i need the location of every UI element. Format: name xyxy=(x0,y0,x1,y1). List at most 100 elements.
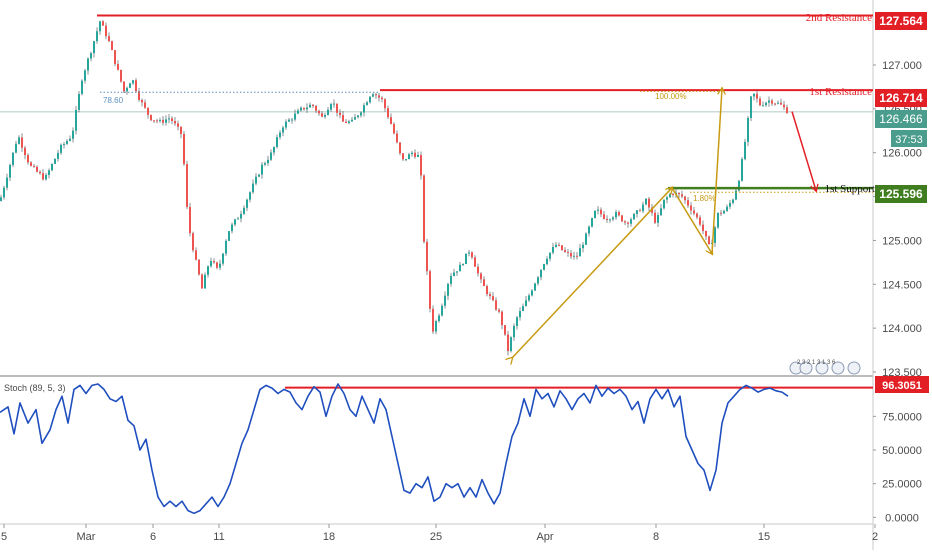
candle-down xyxy=(141,99,143,103)
first-support-price: 125.596 xyxy=(879,187,923,201)
candle-up xyxy=(657,215,659,223)
candle-down xyxy=(105,25,107,37)
candle-up xyxy=(633,213,635,220)
time-tick-label: 6 xyxy=(150,531,156,543)
candle-up xyxy=(441,305,443,316)
candle-down xyxy=(111,41,113,51)
candle-up xyxy=(726,206,728,211)
candle-up xyxy=(228,231,230,241)
candle-up xyxy=(204,274,206,289)
candle-up xyxy=(369,96,371,103)
candle-up xyxy=(744,141,746,160)
first-support-label: 1st Support xyxy=(825,183,875,195)
candle-down xyxy=(213,261,215,263)
events-strip[interactable]: 2 3 2 1 3 1 3 6 xyxy=(789,360,861,375)
candle-up xyxy=(129,83,131,88)
candle-down xyxy=(33,165,35,167)
candle-up xyxy=(81,80,83,94)
candle-down xyxy=(489,294,491,297)
candle-down xyxy=(21,137,23,148)
time-tick-label: 18 xyxy=(323,531,335,543)
second-resistance-label: 2nd Resistance xyxy=(806,12,872,24)
candle-down xyxy=(384,99,386,109)
candle-down xyxy=(30,162,32,166)
candle-up xyxy=(585,233,587,245)
candle-up xyxy=(297,110,299,114)
time-tick-label: 2 xyxy=(872,531,878,543)
candle-down xyxy=(780,102,782,105)
stoch-level-badge xyxy=(875,376,929,393)
candle-down xyxy=(186,164,188,207)
candle-up xyxy=(663,199,665,209)
candle-up xyxy=(306,107,308,110)
first-resistance-price-badge xyxy=(875,89,927,107)
candle-down xyxy=(756,93,758,99)
candle-down xyxy=(705,230,707,237)
candle-up xyxy=(732,199,734,203)
candle-down xyxy=(414,152,416,157)
candle-down xyxy=(498,309,500,312)
projection-arrow xyxy=(791,111,816,190)
candle-down xyxy=(627,222,629,224)
candle-down xyxy=(138,91,140,100)
event-icon[interactable] xyxy=(831,361,845,375)
candle-up xyxy=(90,53,92,59)
candle-down xyxy=(390,117,392,124)
candle-down xyxy=(393,123,395,134)
first-support-price-badge xyxy=(875,185,927,203)
candle-up xyxy=(264,163,266,165)
candle-down xyxy=(702,224,704,231)
time-tick-label: Apr xyxy=(536,531,553,543)
candle-up xyxy=(537,277,539,284)
candle-up xyxy=(255,176,257,184)
candle-down xyxy=(312,104,314,106)
fib-786-label: 78.60 xyxy=(103,96,124,105)
countdown-timer: 37:53 xyxy=(895,134,923,146)
candle-down xyxy=(123,81,125,92)
price-tick-label: 124.000 xyxy=(882,323,922,335)
candle-down xyxy=(693,210,695,214)
event-icon[interactable] xyxy=(847,361,861,375)
candle-up xyxy=(282,127,284,133)
candle-down xyxy=(315,105,317,111)
candle-up xyxy=(768,100,770,103)
time-tick-label: Mar xyxy=(77,531,96,543)
candle-up xyxy=(234,219,236,225)
event-icon[interactable] xyxy=(799,361,813,375)
event-icon[interactable] xyxy=(815,361,829,375)
candle-up xyxy=(534,283,536,291)
candle-up xyxy=(78,93,80,110)
candle-up xyxy=(747,117,749,142)
candle-down xyxy=(342,115,344,122)
candle-down xyxy=(216,262,218,268)
candle-up xyxy=(363,105,365,113)
candle-down xyxy=(486,286,488,295)
candle-down xyxy=(558,244,560,246)
price-tick-label: 124.500 xyxy=(882,279,922,291)
candle-up xyxy=(57,152,59,159)
candle-up xyxy=(714,227,716,243)
candle-down xyxy=(570,252,572,257)
candle-up xyxy=(72,130,74,139)
events-counts: 2 3 2 1 3 1 3 6 xyxy=(797,360,836,366)
candle-up xyxy=(609,219,611,221)
candle-down xyxy=(195,250,197,260)
candle-up xyxy=(0,197,2,201)
fib-100-label: 100.00% xyxy=(655,92,687,101)
candle-down xyxy=(42,173,44,180)
candle-down xyxy=(303,107,305,110)
candle-down xyxy=(786,107,788,114)
candle-down xyxy=(24,147,26,156)
candle-down xyxy=(480,273,482,280)
candle-down xyxy=(345,121,347,124)
candle-up xyxy=(777,102,779,104)
candle-down xyxy=(189,206,191,234)
candle-down xyxy=(147,107,149,115)
candle-up xyxy=(516,317,518,326)
candle-up xyxy=(444,295,446,306)
candle-up xyxy=(582,244,584,249)
candle-up xyxy=(417,154,419,157)
candle-down xyxy=(120,69,122,82)
candle-up xyxy=(237,218,239,220)
